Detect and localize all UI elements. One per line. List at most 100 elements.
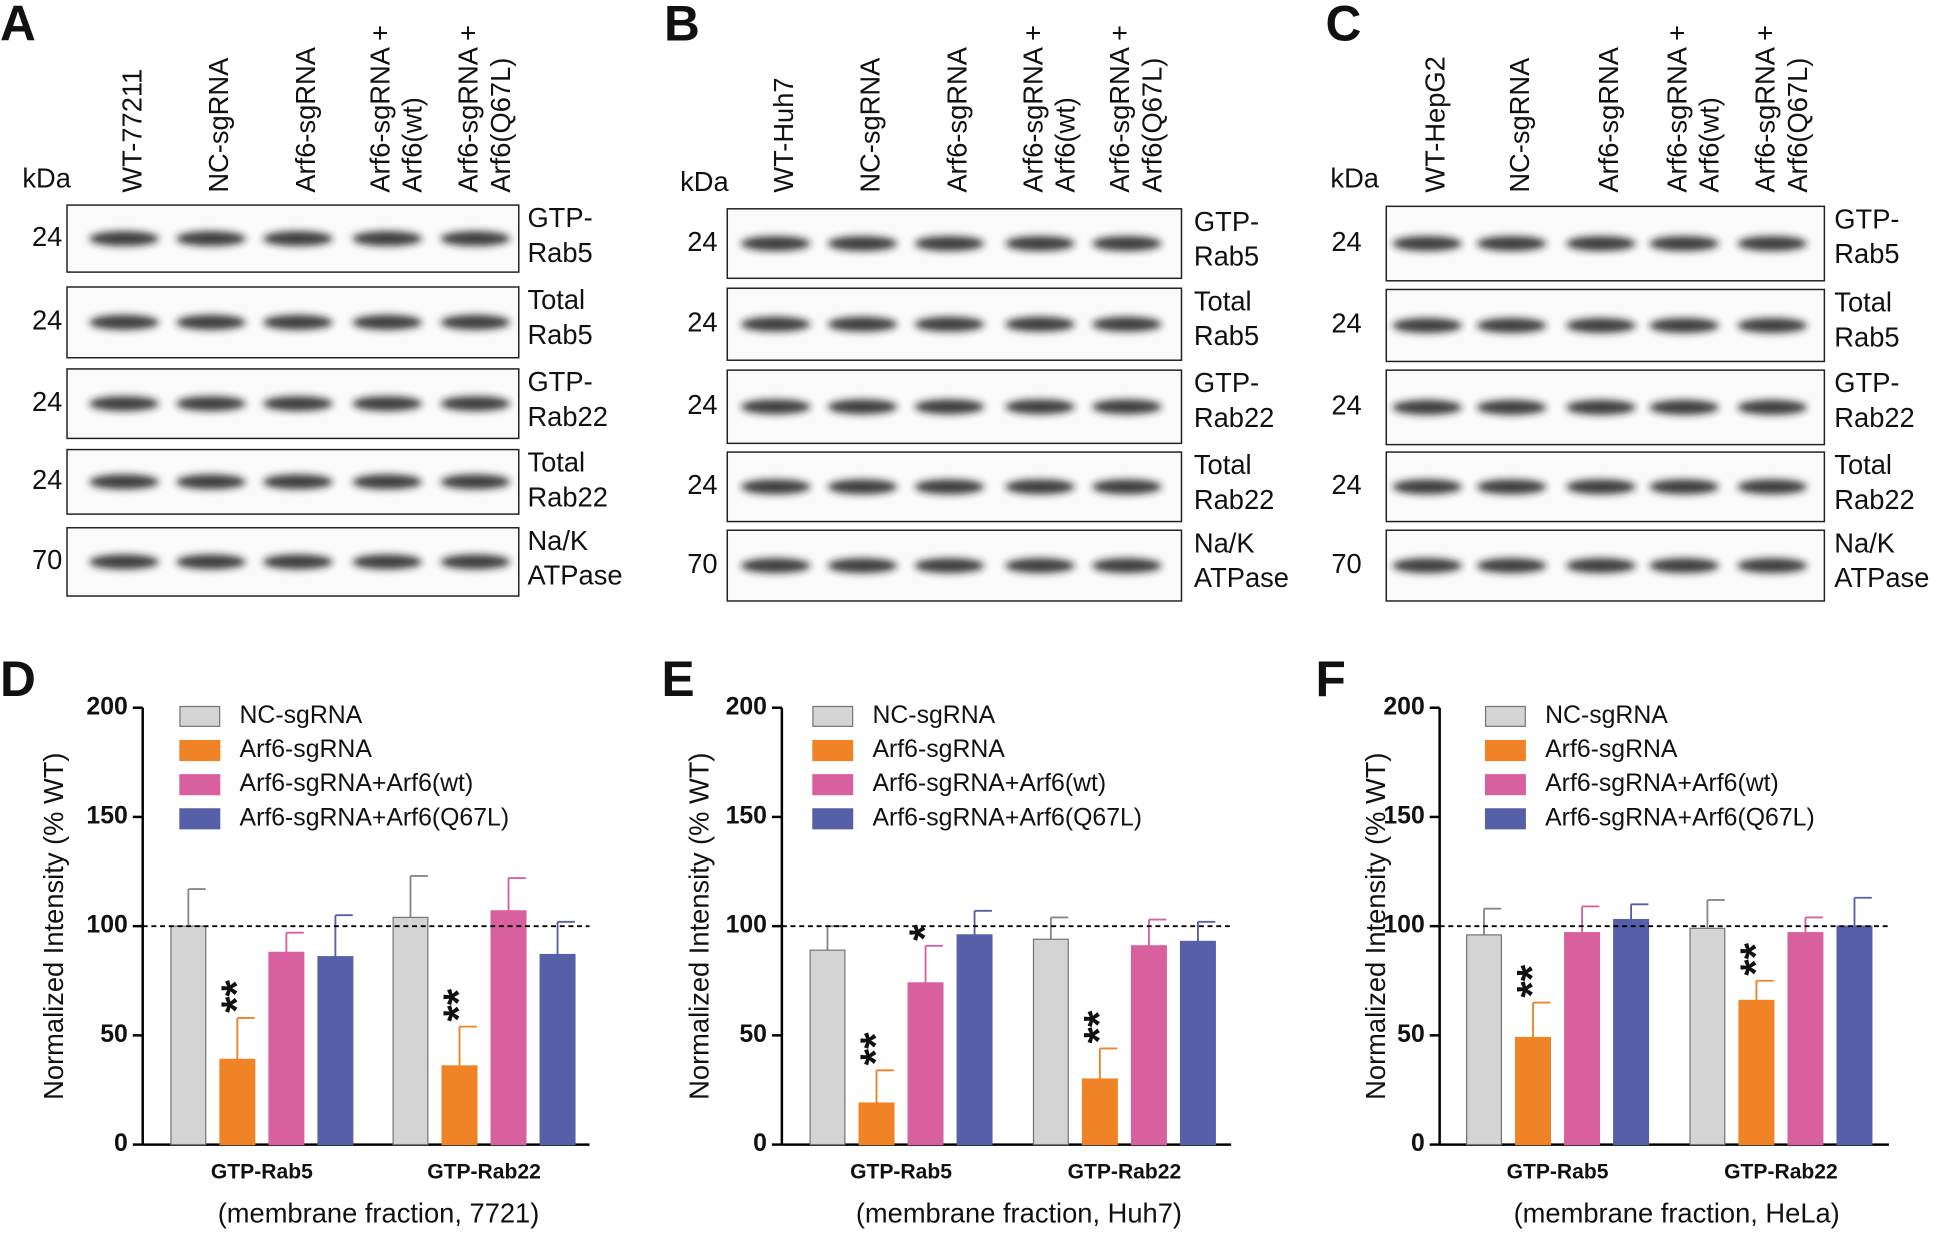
legend-swatch [812,739,854,762]
blot-band [740,236,811,252]
legend-swatch [812,774,854,796]
kda-value: 24 [687,306,717,337]
y-tick-label: 0 [114,1130,128,1157]
blot-band [263,554,333,570]
row-label: Rab22 [1834,484,1914,515]
blot-band [1005,479,1075,495]
blot-band [89,231,159,247]
y-tick-label: 200 [86,693,127,720]
y-tick-label: 50 [739,1021,767,1048]
significance-mark: ** [1076,1010,1123,1043]
y-tick-label: 100 [86,912,127,939]
blot-band [914,236,985,252]
blot-band [1476,318,1547,333]
y-axis-title: Normalized Intensity (% WT) [1360,752,1391,1099]
legend-label: Arf6-sgRNA [240,736,373,763]
x-axis-title: (membrane fraction, HeLa) [1514,1198,1840,1229]
blot-band [827,236,898,252]
lane-label: Arf6(Q67L) [485,58,516,193]
y-tick-label: 0 [1411,1130,1425,1157]
blot-band [89,396,159,412]
blot-band [89,314,159,330]
row-label: GTP- [1194,206,1259,237]
blot-band [1392,399,1462,415]
legend-label: NC-sgRNA [1545,702,1668,729]
blot-band [1476,558,1547,574]
blot-band [352,231,422,247]
panel-letter: B [664,0,700,52]
significance-mark: ** [1509,964,1556,997]
legend-swatch [1484,705,1526,727]
y-tick-label: 50 [1397,1021,1425,1048]
legend-label: Arf6-sgRNA+Arf6(wt) [240,770,474,797]
panel-letter: D [0,651,36,707]
row-label: Rab5 [1834,321,1899,352]
kda-label: kDa [680,166,729,197]
blot-band [1649,318,1719,333]
kda-value: 24 [687,226,717,257]
row-label: Rab5 [527,319,592,350]
panel-letter: E [661,651,694,707]
lane-label: Arf6(wt) [1050,97,1081,193]
kda-value: 24 [32,386,62,417]
legend-swatch [812,705,854,727]
blot-band [827,558,898,574]
legend-swatch [1484,739,1526,762]
bar [1689,927,1726,1146]
row-label: ATPase [527,560,622,591]
significance-mark: ** [213,980,260,1013]
blot-band [1649,479,1719,495]
row-label: GTP- [1834,203,1899,234]
legend-swatch [179,705,221,727]
blot-band [352,396,422,412]
bar [1564,932,1601,1146]
blot-band [1476,399,1547,415]
row-label: Na/K [527,525,588,556]
legend-swatch [179,774,221,796]
row-label: GTP- [527,366,592,397]
x-tick-label: GTP-Rab22 [427,1161,541,1184]
lane-label: Arf6-sgRNA [290,46,321,192]
row-label: Rab22 [527,401,607,432]
row-label: ATPase [1194,562,1289,593]
row-label: Rab5 [1834,238,1899,269]
lane-label: Arf6-sgRNA + [1750,25,1781,193]
blot-band [1092,399,1162,415]
lane-label: WT-Huh7 [768,77,799,192]
legend-swatch [812,808,854,830]
y-tick-label: 150 [726,802,767,829]
x-axis-title: (membrane fraction, Huh7) [856,1198,1182,1229]
blot-band [1392,558,1462,574]
y-axis-title: Normalized Intensity (% WT) [38,752,69,1099]
row-label: Rab5 [527,237,592,268]
lane-label: Arf6-sgRNA + [1104,25,1135,193]
blot-band [1737,318,1807,333]
y-tick-label: 100 [1383,912,1424,939]
row-label: Total [1834,449,1892,480]
row-label: ATPase [1834,562,1929,593]
lane-label: NC-sgRNA [855,57,886,193]
bar [170,925,207,1146]
lane-label: Arf6(wt) [1694,97,1725,193]
blot-band [1092,236,1162,252]
row-label: Total [527,447,585,478]
blot-band [440,231,511,247]
blot-band [1092,558,1162,574]
bar [907,982,944,1146]
significance-mark: ** [1732,942,1779,975]
bar [1515,1036,1552,1146]
lane-label: WT-HepG2 [1419,56,1450,193]
blot-band [914,399,985,415]
blot-band [89,474,159,490]
legend-label: Arf6-sgRNA+Arf6(wt) [872,770,1106,797]
legend-swatch [1484,808,1526,830]
blot-band [1649,558,1719,574]
blot-band [176,396,246,412]
y-tick-label: 200 [1383,693,1424,720]
legend-label: Arf6-sgRNA+Arf6(wt) [1545,770,1779,797]
legend-swatch [1484,774,1526,796]
row-label: Total [527,284,585,315]
bar [1787,932,1824,1146]
lane-label: Arf6(wt) [397,97,428,193]
bar [956,934,993,1146]
